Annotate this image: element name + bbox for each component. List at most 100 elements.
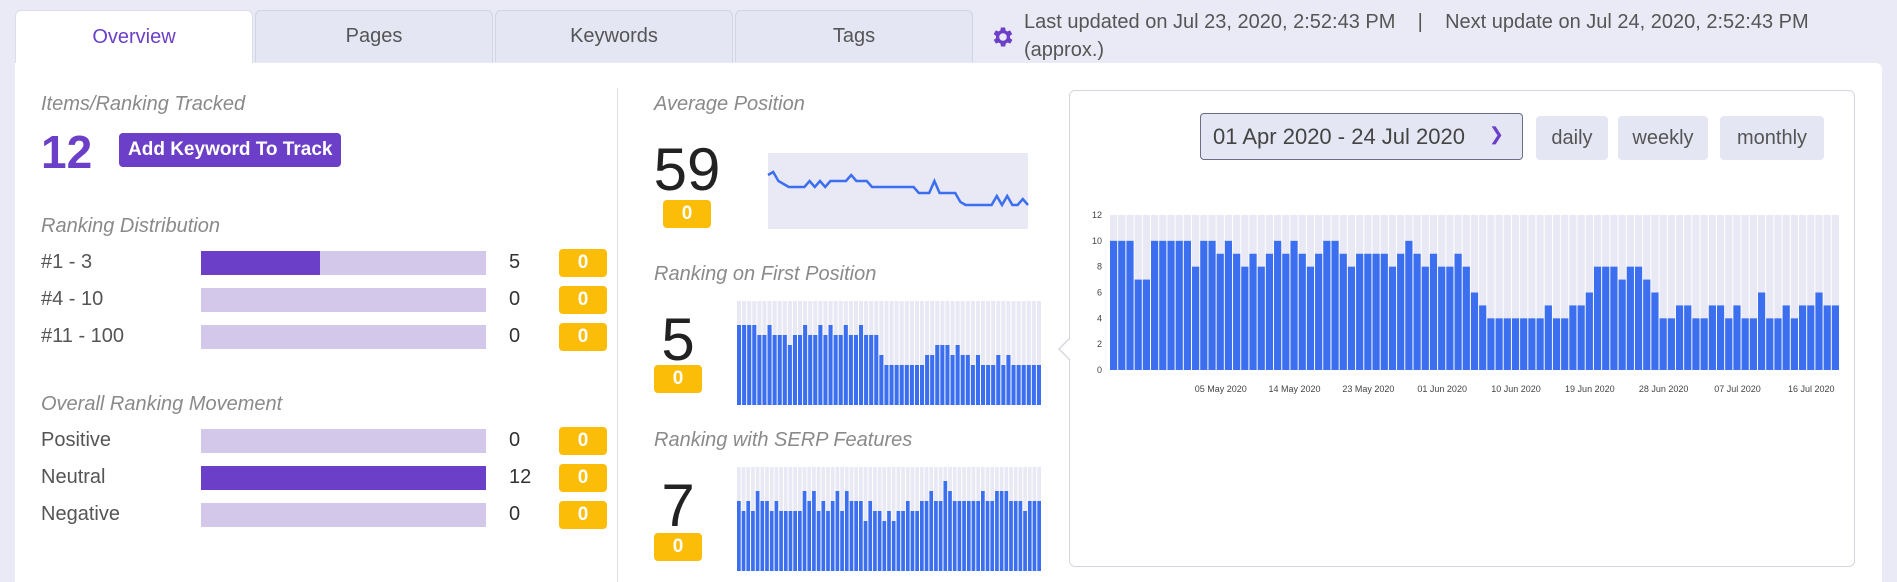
chart-bar — [1397, 253, 1405, 370]
sparkline-bar — [823, 335, 828, 405]
weekly-button[interactable]: weekly — [1618, 116, 1708, 160]
card-pointer-inner — [1060, 339, 1070, 359]
chart-bar — [1659, 318, 1667, 370]
chart-bg-bar — [1708, 215, 1716, 370]
sparkline-bar — [769, 511, 774, 571]
avg-position-value: 59 — [653, 136, 721, 203]
chart-bar — [1306, 266, 1315, 370]
chart-bar — [1708, 305, 1716, 370]
sparkline-bg-bar — [894, 301, 899, 405]
sparkline-bar — [828, 325, 833, 405]
sparkline-bar — [1001, 365, 1006, 405]
chart-bg-bar — [1716, 215, 1725, 370]
change-badge: 0 — [559, 427, 607, 455]
sparkline-bar — [765, 501, 769, 571]
sparkline-bg-bar — [889, 301, 894, 405]
monthly-button[interactable]: monthly — [1720, 116, 1824, 160]
x-tick-label: 28 Jun 2020 — [1639, 384, 1689, 394]
sparkline-bar — [889, 365, 894, 405]
date-range-select[interactable]: 01 Apr 2020 - 24 Jul 2020 ❯ — [1200, 113, 1523, 160]
chart-bg-bar — [1659, 215, 1667, 370]
sparkline-bar — [1018, 501, 1023, 571]
add-keyword-button[interactable]: Add Keyword To Track — [119, 133, 342, 167]
daily-button[interactable]: daily — [1536, 116, 1608, 160]
sparkline-bg-bar — [882, 467, 887, 571]
sparkline-bg-bar — [920, 301, 925, 405]
tab-pages[interactable]: Pages — [255, 10, 493, 62]
sparkline-bg-bar — [925, 301, 930, 405]
chart-bar — [1684, 305, 1692, 370]
chart-bar — [1725, 318, 1733, 370]
column-divider — [617, 88, 618, 582]
y-tick-label: 0 — [1097, 365, 1102, 375]
chart-bar — [1233, 253, 1241, 370]
sparkline-bar — [904, 365, 909, 405]
chart-bar — [1208, 240, 1216, 370]
row-label: Neutral — [41, 466, 106, 488]
chart-bar — [1790, 318, 1798, 370]
x-tick-label: 07 Jul 2020 — [1714, 384, 1761, 394]
sparkline-bg-bar — [996, 301, 1001, 405]
tab-tags[interactable]: Tags — [735, 10, 973, 62]
chart-bg-bar — [1700, 215, 1708, 370]
sparkline-bar — [914, 365, 919, 405]
chart-bar — [1388, 266, 1397, 370]
sparkline-line — [767, 170, 1029, 208]
sparkline-bg-bar — [863, 467, 868, 571]
sparkline-bar — [1032, 501, 1037, 571]
sparkline-bar — [957, 501, 962, 571]
tab-keywords[interactable]: Keywords — [495, 10, 733, 62]
chart-bar — [1175, 240, 1183, 370]
sparkline-bar — [891, 521, 896, 571]
gear-icon[interactable] — [990, 24, 1016, 50]
sparkline-bar — [848, 335, 853, 405]
y-tick-label: 4 — [1097, 313, 1102, 323]
sparkline-bar — [938, 501, 943, 571]
sparkline-bg-bar — [975, 301, 980, 405]
chart-bar — [1716, 305, 1725, 370]
chart-bar — [1479, 305, 1487, 370]
chart-bg-bar — [1520, 215, 1528, 370]
chart-bar — [1298, 253, 1306, 370]
sparkline-bar — [1021, 365, 1026, 405]
sparkline-bar — [782, 335, 787, 405]
sparkline-bar — [812, 491, 816, 571]
sparkline-bar — [783, 511, 788, 571]
sparkline-bg-bar — [986, 301, 991, 405]
chart-bar — [1511, 318, 1520, 370]
sparkline-bar — [859, 325, 864, 405]
chart-bar — [1315, 253, 1323, 370]
sparkline-bar — [970, 365, 975, 405]
chart-bar — [1544, 305, 1552, 370]
chart-bg-bar — [1823, 215, 1831, 370]
sparkline-bg-bar — [904, 301, 909, 405]
sparkline-bar — [835, 491, 840, 571]
sparkline-bar — [853, 335, 858, 405]
sparkline-bg-bar — [960, 301, 965, 405]
y-tick-label: 2 — [1097, 339, 1102, 349]
chart-bar — [1151, 240, 1159, 370]
sparkline-bar — [952, 501, 957, 571]
sparkline-bg-bar — [930, 301, 935, 405]
chart-bar — [1798, 305, 1807, 370]
chart-bar — [1282, 253, 1290, 370]
sparkline-bar — [830, 501, 835, 571]
sparkline-bg-bar — [899, 301, 904, 405]
chart-bar — [1667, 318, 1675, 370]
chart-bar — [1749, 318, 1757, 370]
chart-bar — [1561, 318, 1569, 370]
progress-track — [201, 466, 486, 490]
sparkline-bar — [981, 491, 985, 571]
sparkline-bar — [843, 325, 848, 405]
chart-bar — [1274, 240, 1282, 370]
chart-bar — [1126, 240, 1134, 370]
sparkline-bar — [986, 365, 991, 405]
sparkline-bar — [1016, 365, 1021, 405]
sparkline-bar — [962, 501, 966, 571]
tab-overview[interactable]: Overview — [15, 10, 253, 63]
sparkline-bar — [971, 501, 976, 571]
sparkline-bar — [798, 511, 802, 571]
chart-bg-bar — [1577, 215, 1585, 370]
chart-bar — [1446, 266, 1454, 370]
distribution-row-11-100: #11 - 100 0 0 — [41, 323, 607, 351]
